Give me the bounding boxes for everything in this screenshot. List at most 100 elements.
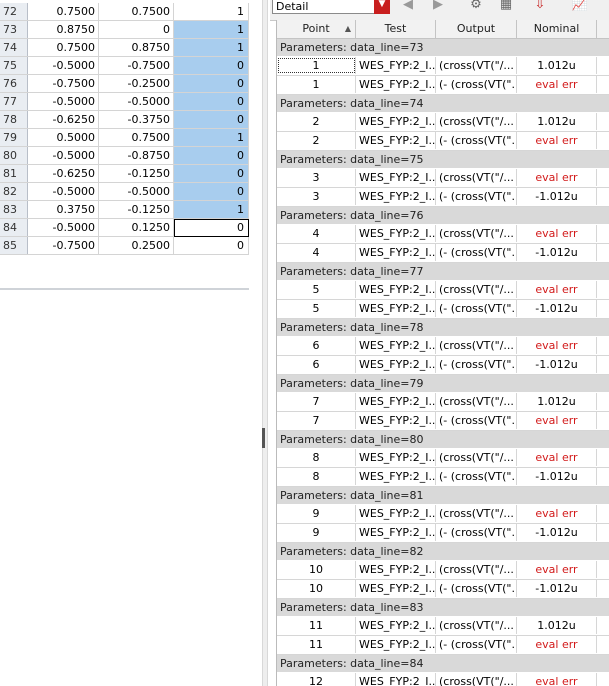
result-row[interactable]: 6 WES_FYP:2_I... (- (cross(VT("... -1.012u <box>277 356 609 375</box>
cell-b[interactable]: 0.2500 <box>99 237 174 255</box>
cell-a[interactable]: -0.5000 <box>25 57 99 75</box>
plot-icon[interactable]: 📈 <box>571 0 589 12</box>
cell-a[interactable]: -0.5000 <box>25 183 99 201</box>
sheet-row[interactable]: 81 -0.6250 -0.1250 0 <box>0 165 249 183</box>
back-icon[interactable]: ◀ <box>403 0 413 12</box>
cell-b[interactable]: -0.2500 <box>99 75 174 93</box>
cell-result[interactable]: 0 <box>174 219 249 237</box>
cell-b[interactable]: 0 <box>99 21 174 39</box>
result-row[interactable]: 5 WES_FYP:2_I... (cross(VT("/... eval err <box>277 281 609 300</box>
cell-a[interactable]: -0.7500 <box>25 237 99 255</box>
cell-result[interactable]: 1 <box>174 39 249 57</box>
row-number[interactable]: 78 <box>0 111 28 129</box>
sheet-row[interactable]: 83 0.3750 -0.1250 1 <box>0 201 249 219</box>
cell-a[interactable]: -0.5000 <box>25 93 99 111</box>
sheet-row[interactable]: 78 -0.6250 -0.3750 0 <box>0 111 249 129</box>
cell-b[interactable]: -0.5000 <box>99 93 174 111</box>
cell-a[interactable]: 0.5000 <box>25 129 99 147</box>
result-row[interactable]: 7 WES_FYP:2_I... (- (cross(VT("... eval err <box>277 412 609 431</box>
pane-splitter[interactable] <box>262 0 268 686</box>
column-header-extra[interactable] <box>597 20 609 38</box>
cell-b[interactable]: 0.7500 <box>99 3 174 21</box>
parameter-group-header[interactable]: Parameters: data_line=73 <box>277 39 609 57</box>
sheet-row[interactable]: 73 0.8750 0 1 <box>0 21 249 39</box>
result-row[interactable]: 3 WES_FYP:2_I... (cross(VT("/... eval err <box>277 169 609 188</box>
cell-result[interactable]: 0 <box>174 111 249 129</box>
cell-result[interactable]: 1 <box>174 129 249 147</box>
row-number[interactable]: 75 <box>0 57 28 75</box>
cell-b[interactable]: 0.8750 <box>99 39 174 57</box>
cell-result[interactable]: 0 <box>174 57 249 75</box>
result-row[interactable]: 7 WES_FYP:2_I... (cross(VT("/... 1.012u <box>277 393 609 412</box>
cell-a[interactable]: -0.5000 <box>25 147 99 165</box>
cell-a[interactable]: -0.6250 <box>25 165 99 183</box>
result-row[interactable]: 2 WES_FYP:2_I... (- (cross(VT("... eval err <box>277 132 609 151</box>
result-row[interactable]: 3 WES_FYP:2_I... (- (cross(VT("... -1.012u <box>277 188 609 207</box>
cell-result[interactable]: 0 <box>174 93 249 111</box>
column-header-nominal[interactable]: Nominal <box>517 20 597 38</box>
result-row[interactable]: 8 WES_FYP:2_I... (- (cross(VT("... -1.012u <box>277 468 609 487</box>
table-icon[interactable]: ▦ <box>499 0 513 12</box>
forward-icon[interactable]: ▶ <box>433 0 443 12</box>
result-row[interactable]: 8 WES_FYP:2_I... (cross(VT("/... eval err <box>277 449 609 468</box>
column-header-test[interactable]: Test <box>356 20 436 38</box>
sheet-row[interactable]: 77 -0.5000 -0.5000 0 <box>0 93 249 111</box>
sheet-row[interactable]: 76 -0.7500 -0.2500 0 <box>0 75 249 93</box>
row-number[interactable]: 84 <box>0 219 28 237</box>
cell-b[interactable]: -0.8750 <box>99 147 174 165</box>
result-row[interactable]: 9 WES_FYP:2_I... (cross(VT("/... eval err <box>277 505 609 524</box>
cell-result[interactable]: 0 <box>174 183 249 201</box>
cell-a[interactable]: 0.8750 <box>25 21 99 39</box>
cell-result[interactable]: 0 <box>174 165 249 183</box>
result-row[interactable]: 10 WES_FYP:2_I... (- (cross(VT("... -1.012u <box>277 580 609 599</box>
parameter-group-header[interactable]: Parameters: data_line=81 <box>277 487 609 505</box>
parameter-group-header[interactable]: Parameters: data_line=76 <box>277 207 609 225</box>
result-row[interactable]: 10 WES_FYP:2_I... (cross(VT("/... eval err <box>277 561 609 580</box>
cell-a[interactable]: 0.7500 <box>25 39 99 57</box>
settings-icon[interactable]: ⚙ <box>470 0 482 12</box>
sheet-row[interactable]: 74 0.7500 0.8750 1 <box>0 39 249 57</box>
parameter-group-header[interactable]: Parameters: data_line=84 <box>277 655 609 673</box>
parameter-group-header[interactable]: Parameters: data_line=83 <box>277 599 609 617</box>
cell-b[interactable]: 0.1250 <box>99 219 174 237</box>
result-row[interactable]: 11 WES_FYP:2_I... (- (cross(VT("... eval er… <box>277 636 609 655</box>
result-row[interactable]: 6 WES_FYP:2_I... (cross(VT("/... eval err <box>277 337 609 356</box>
cell-result[interactable]: 1 <box>174 201 249 219</box>
result-row[interactable]: 9 WES_FYP:2_I... (- (cross(VT("... -1.012u <box>277 524 609 543</box>
cell-b[interactable]: -0.1250 <box>99 201 174 219</box>
result-row[interactable]: 11 WES_FYP:2_I... (cross(VT("/... 1.012u <box>277 617 609 636</box>
sheet-row[interactable]: 79 0.5000 0.7500 1 <box>0 129 249 147</box>
cell-result[interactable]: 0 <box>174 75 249 93</box>
chevron-down-icon[interactable]: ▼ <box>374 0 390 14</box>
cell-result[interactable]: 0 <box>174 237 249 255</box>
result-row[interactable]: 5 WES_FYP:2_I... (- (cross(VT("... -1.012u <box>277 300 609 319</box>
result-row[interactable]: 1 WES_FYP:2_I... (cross(VT("/... 1.012u <box>277 57 609 76</box>
sheet-row[interactable]: 72 0.7500 0.7500 1 <box>0 3 249 21</box>
result-row[interactable]: 12 WES_FYP:2_I... (cross(VT("/... eval err <box>277 673 609 686</box>
cell-a[interactable]: -0.7500 <box>25 75 99 93</box>
parameter-group-header[interactable]: Parameters: data_line=75 <box>277 151 609 169</box>
row-number[interactable]: 76 <box>0 75 28 93</box>
result-row[interactable]: 4 WES_FYP:2_I... (cross(VT("/... eval err <box>277 225 609 244</box>
parameter-group-header[interactable]: Parameters: data_line=82 <box>277 543 609 561</box>
row-number[interactable]: 74 <box>0 39 28 57</box>
column-header-output[interactable]: Output <box>436 20 517 38</box>
cell-a[interactable]: -0.5000 <box>25 219 99 237</box>
cell-result[interactable]: 1 <box>174 21 249 39</box>
row-number[interactable]: 77 <box>0 93 28 111</box>
column-header-point[interactable]: Point ▲ <box>277 20 356 38</box>
cell-b[interactable]: -0.3750 <box>99 111 174 129</box>
result-row[interactable]: 4 WES_FYP:2_I... (- (cross(VT("... -1.012u <box>277 244 609 263</box>
cell-a[interactable]: -0.6250 <box>25 111 99 129</box>
result-row[interactable]: 1 WES_FYP:2_I... (- (cross(VT("... eval err <box>277 76 609 95</box>
row-number[interactable]: 72 <box>0 3 28 21</box>
row-number[interactable]: 79 <box>0 129 28 147</box>
row-number[interactable]: 80 <box>0 147 28 165</box>
splitter-grip-handle[interactable] <box>262 428 265 448</box>
parameter-group-header[interactable]: Parameters: data_line=79 <box>277 375 609 393</box>
row-number[interactable]: 82 <box>0 183 28 201</box>
view-mode-select[interactable]: Detail ▼ <box>272 0 390 14</box>
cell-b[interactable]: 0.7500 <box>99 129 174 147</box>
row-number[interactable]: 73 <box>0 21 28 39</box>
row-number[interactable]: 85 <box>0 237 28 255</box>
